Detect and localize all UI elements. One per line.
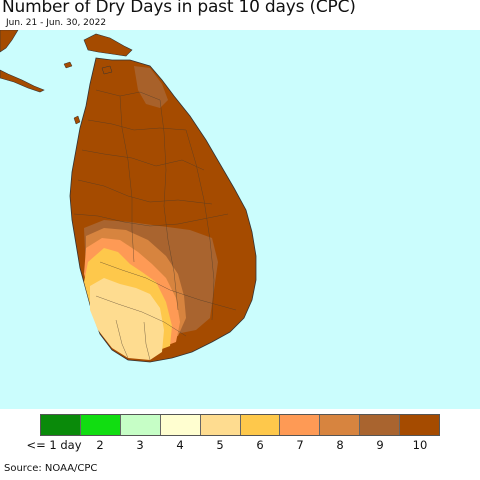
sri-lanka-map (0, 30, 257, 363)
date-range-subtitle: Jun. 21 - Jun. 30, 2022 (6, 18, 107, 28)
india-landmass (0, 30, 19, 53)
map-title: Number of Dry Days in past 10 days (CPC) (2, 0, 356, 17)
legend-swatch (80, 415, 121, 435)
legend-label: <= 1 day (26, 438, 82, 452)
district-borders (73, 89, 237, 361)
legend-label: 4 (176, 438, 184, 452)
color-legend-bar (40, 414, 440, 436)
color-legend-labels: <= 1 day 2 3 4 5 6 7 8 9 10 (26, 438, 440, 454)
small-island (73, 115, 81, 125)
small-island (101, 65, 113, 75)
map-panel[interactable] (0, 30, 480, 409)
legend-swatch (41, 415, 81, 435)
legend-swatch (120, 415, 161, 435)
legend-label: 9 (376, 438, 384, 452)
legend-label: 3 (136, 438, 144, 452)
legend-swatch (200, 415, 241, 435)
legend-label: 10 (412, 438, 428, 452)
small-island (63, 61, 73, 69)
legend-swatch (320, 415, 361, 435)
legend-swatch (160, 415, 201, 435)
legend-label: 2 (96, 438, 104, 452)
north-value-9-zone (134, 66, 168, 108)
legend-label: 8 (336, 438, 344, 452)
legend-label: 7 (296, 438, 304, 452)
legend-swatch (280, 415, 321, 435)
legend-swatch (400, 415, 440, 435)
india-coastline (0, 69, 45, 93)
legend-swatch (360, 415, 401, 435)
data-source: Source: NOAA/CPC (4, 463, 98, 474)
legend-label: 5 (216, 438, 224, 452)
jaffna-peninsula (83, 33, 133, 57)
legend-label: 6 (256, 438, 264, 452)
legend-swatch (240, 415, 281, 435)
